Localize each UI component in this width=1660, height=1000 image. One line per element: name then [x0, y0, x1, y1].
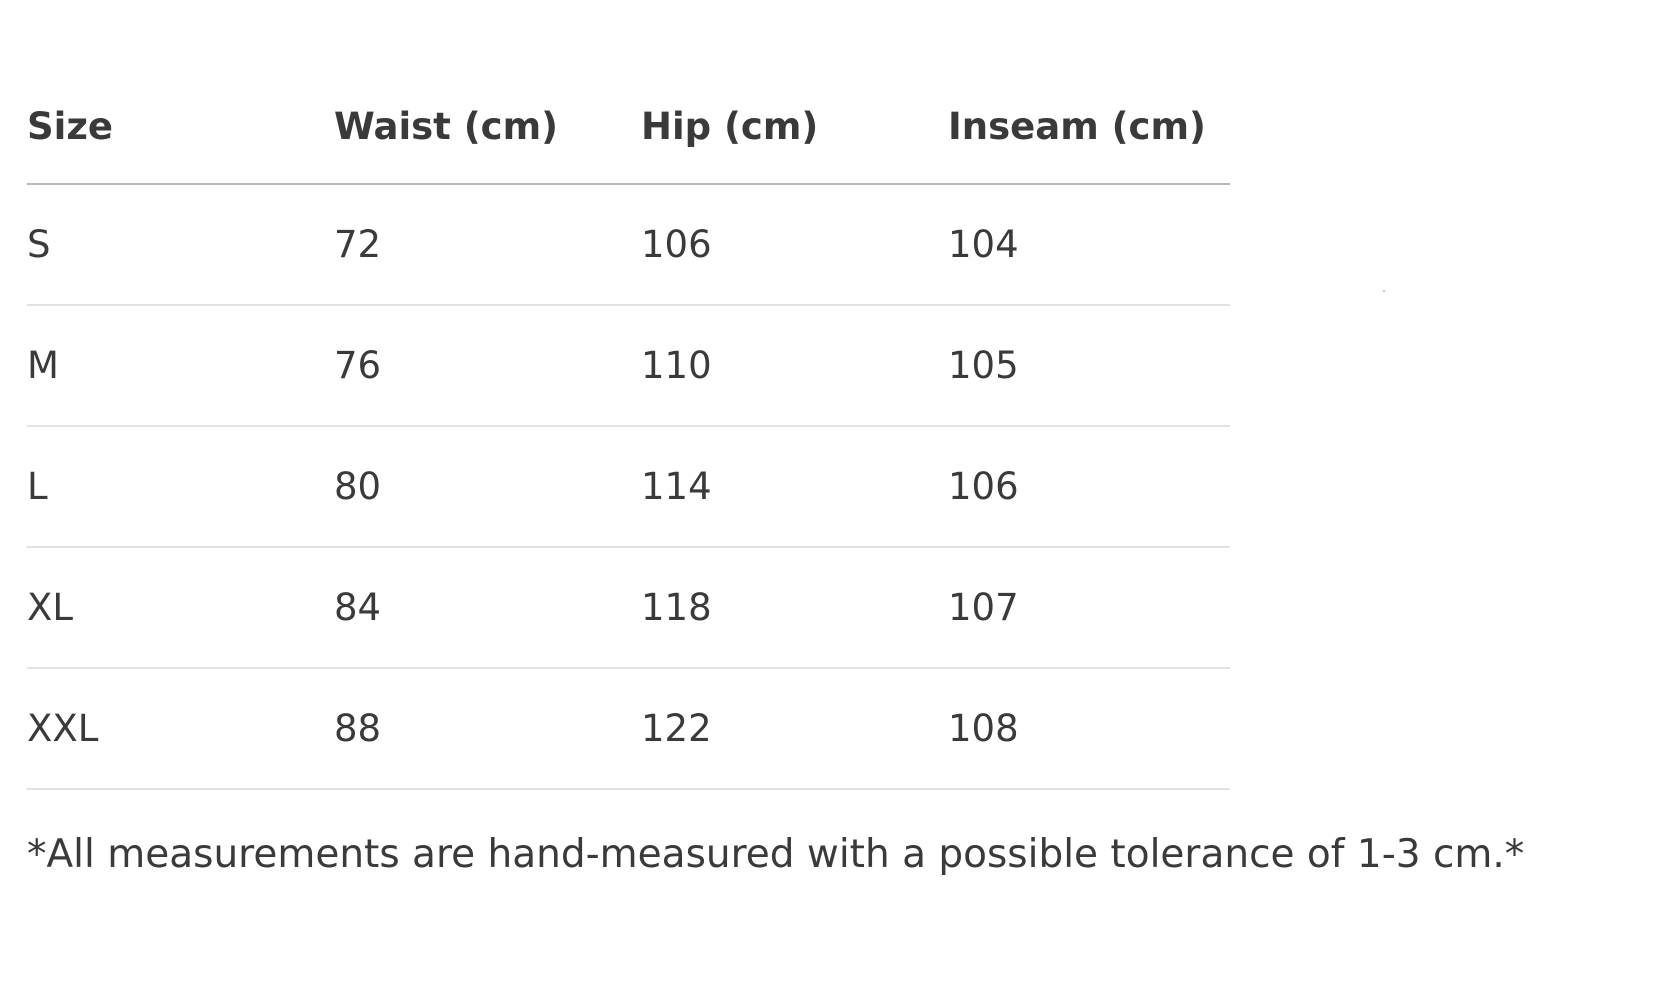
cell-size: XXL — [27, 668, 334, 790]
table-header: Size Waist (cm) Hip (cm) Inseam (cm) — [27, 70, 1230, 185]
table-row: XXL 88 122 108 — [27, 668, 1230, 790]
cell-inseam: 107 — [948, 547, 1230, 669]
header-inseam: Inseam (cm) — [948, 70, 1230, 185]
size-chart: Size Waist (cm) Hip (cm) Inseam (cm) S 7… — [27, 70, 1230, 790]
cell-waist: 76 — [334, 305, 641, 427]
cell-hip: 114 — [641, 426, 948, 548]
header-row: Size Waist (cm) Hip (cm) Inseam (cm) — [27, 70, 1230, 185]
table-row: S 72 106 104 — [27, 184, 1230, 306]
cell-size: L — [27, 426, 334, 548]
cell-hip: 106 — [641, 184, 948, 306]
cell-hip: 110 — [641, 305, 948, 427]
header-waist: Waist (cm) — [334, 70, 641, 185]
cell-waist: 84 — [334, 547, 641, 669]
cell-hip: 118 — [641, 547, 948, 669]
table-row: XL 84 118 107 — [27, 547, 1230, 669]
cell-waist: 80 — [334, 426, 641, 548]
cell-hip: 122 — [641, 668, 948, 790]
size-table: Size Waist (cm) Hip (cm) Inseam (cm) S 7… — [27, 70, 1230, 790]
cell-inseam: 104 — [948, 184, 1230, 306]
header-hip: Hip (cm) — [641, 70, 948, 185]
measurement-note: *All measurements are hand-measured with… — [27, 832, 1525, 877]
table-body: S 72 106 104 M 76 110 105 L 80 114 106 X… — [27, 184, 1230, 790]
cell-inseam: 108 — [948, 668, 1230, 790]
stray-dot — [1383, 290, 1385, 292]
table-row: L 80 114 106 — [27, 426, 1230, 548]
cell-inseam: 106 — [948, 426, 1230, 548]
cell-inseam: 105 — [948, 305, 1230, 427]
cell-size: XL — [27, 547, 334, 669]
cell-waist: 72 — [334, 184, 641, 306]
cell-size: S — [27, 184, 334, 306]
cell-waist: 88 — [334, 668, 641, 790]
cell-size: M — [27, 305, 334, 427]
table-row: M 76 110 105 — [27, 305, 1230, 427]
header-size: Size — [27, 70, 334, 185]
